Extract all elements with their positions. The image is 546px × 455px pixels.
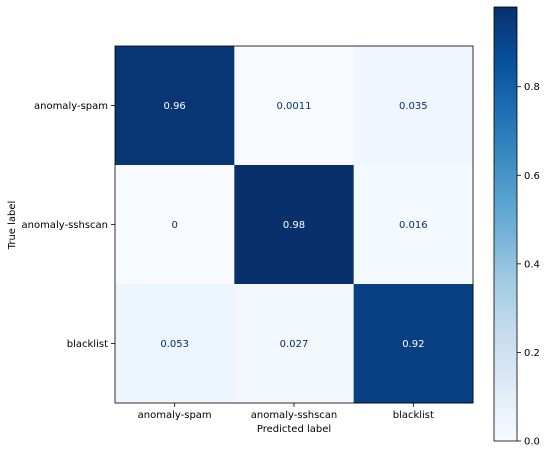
colorbar-tick-label: 0.6	[524, 171, 540, 182]
heatmap-cell-labels: 0.96 0.0011 0.035 0 0.98 0.016 0.053 0.027 0.92	[160, 101, 427, 350]
cell-label-1-2: 0.016	[399, 220, 428, 231]
y-tick-label: anomaly-sshscan	[21, 220, 108, 231]
colorbar	[493, 6, 518, 442]
x-axis-ticks: anomaly-spam anomaly-sshscan blacklist	[138, 403, 434, 421]
colorbar-tick-label: 0.2	[524, 348, 540, 359]
y-tick-label: anomaly-spam	[34, 101, 108, 112]
y-axis-label: True label	[7, 201, 18, 251]
cell-1-1	[234, 165, 355, 285]
cell-1-2	[353, 165, 474, 285]
cell-label-0-2: 0.035	[399, 101, 428, 112]
cell-label-1-0: 0	[171, 220, 177, 231]
colorbar-tick-label: 0.0	[524, 437, 540, 448]
cell-0-2	[353, 46, 474, 166]
x-tick-label: blacklist	[393, 410, 434, 421]
cell-2-1	[234, 284, 355, 404]
y-axis-ticks: anomaly-spam anomaly-sshscan blacklist	[21, 101, 115, 350]
colorbar-tick-label: 0.4	[524, 259, 540, 270]
cell-1-0	[115, 165, 235, 285]
cell-2-0	[115, 284, 235, 404]
cell-0-1	[234, 46, 355, 166]
x-tick-label: anomaly-sshscan	[251, 410, 338, 421]
colorbar-tick-label: 0.8	[524, 82, 540, 93]
cell-label-0-0: 0.96	[164, 101, 186, 112]
cell-label-2-1: 0.027	[280, 339, 309, 350]
x-axis-label: Predicted label	[257, 424, 331, 435]
cell-label-1-1: 0.98	[283, 220, 305, 231]
y-tick-label: blacklist	[67, 339, 108, 350]
cell-2-2	[353, 284, 474, 404]
cell-label-2-0: 0.053	[160, 339, 189, 350]
cell-label-2-2: 0.92	[402, 339, 424, 350]
cell-label-0-1: 0.0011	[277, 101, 312, 112]
colorbar-ticks: 0.0 0.2 0.4 0.6 0.8	[517, 82, 540, 448]
heatmap-cells	[115, 46, 474, 404]
cell-0-0	[115, 46, 235, 166]
x-tick-label: anomaly-spam	[138, 410, 212, 421]
